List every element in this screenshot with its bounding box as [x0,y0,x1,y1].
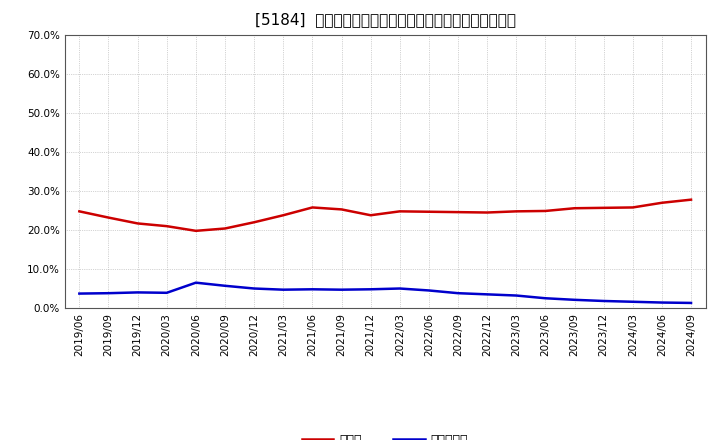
現頓金 [541,208,550,213]
有利子負債 [104,290,113,296]
有利子負債 [512,293,521,298]
現頓金 [687,197,696,202]
有利子負債 [366,286,375,292]
有利子負債 [308,286,317,292]
現頓金 [454,209,462,215]
現頓金 [512,209,521,214]
有利子負債 [279,287,287,292]
現頓金 [337,207,346,212]
有利子負債 [687,300,696,305]
有利子負債 [133,290,142,295]
現頓金 [279,213,287,218]
Title: [5184]  現頓金、有利子負債の総資産に対する比率の推移: [5184] 現頓金、有利子負債の総資産に対する比率の推移 [255,12,516,27]
有利子負債 [220,283,229,289]
現頓金 [599,205,608,210]
現頓金 [133,221,142,226]
有利子負債 [163,290,171,295]
現頓金 [395,209,404,214]
現頓金 [629,205,637,210]
有利子負債 [629,299,637,304]
有利子負債 [75,291,84,296]
有利子負債 [541,296,550,301]
現頓金 [192,228,200,234]
現頓金 [425,209,433,214]
現頓金 [308,205,317,210]
有利子負債 [192,280,200,285]
Legend: 現頓金, 有利子負債: 現頓金, 有利子負債 [297,429,473,440]
現頓金 [163,224,171,229]
有利子負債 [599,298,608,304]
有利子負債 [570,297,579,302]
有利子負債 [454,290,462,296]
Line: 有利子負債: 有利子負債 [79,282,691,303]
有利子負債 [483,292,492,297]
Line: 現頓金: 現頓金 [79,200,691,231]
現頓金 [657,200,666,205]
現頓金 [483,210,492,215]
現頓金 [366,213,375,218]
現頓金 [570,205,579,211]
現頓金 [220,226,229,231]
有利子負債 [395,286,404,291]
現頓金 [250,220,258,225]
有利子負債 [337,287,346,292]
有利子負債 [425,288,433,293]
有利子負債 [657,300,666,305]
現頓金 [75,209,84,214]
現頓金 [104,215,113,220]
有利子負債 [250,286,258,291]
